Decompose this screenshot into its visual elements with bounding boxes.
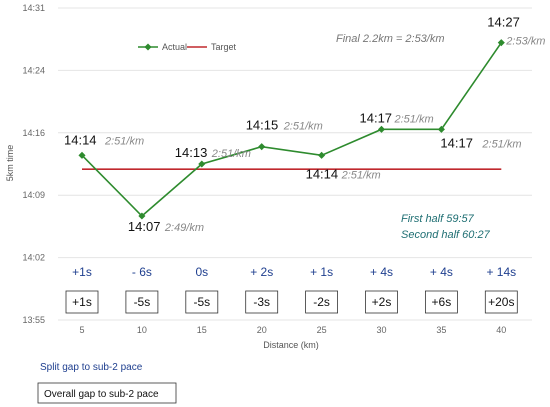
overall-gap-box <box>245 290 279 314</box>
y-tick-label: 14:16 <box>22 128 45 138</box>
x-tick-label: 40 <box>496 325 506 335</box>
overall-gap: -2s <box>313 295 330 309</box>
overall-gap: -5s <box>134 295 151 309</box>
time-label: 14:17 <box>360 110 393 125</box>
y-axis-title: 5km time <box>5 145 15 182</box>
axes: 13:55 14:02 14:09 14:16 14:24 14:31 5 10 15 20 25 3… <box>22 3 506 335</box>
actual-point <box>377 125 386 133</box>
actual-point <box>318 151 326 159</box>
x-tick-label: 35 <box>436 325 446 335</box>
overall-gap-box <box>424 290 458 314</box>
overall-gap-legend: Overall gap to sub-2 pace <box>44 389 159 400</box>
actual-point <box>437 125 445 133</box>
overall-gap-box <box>365 290 398 314</box>
overall-gap-box <box>484 290 518 314</box>
y-tick-label: 14:09 <box>22 190 45 200</box>
legend-actual-label: Actual <box>162 42 187 52</box>
x-tick-label: 15 <box>197 325 207 335</box>
time-label: 14:15 <box>246 118 279 133</box>
overall-gap-box <box>185 290 219 314</box>
y-tick-label: 14:24 <box>22 65 45 75</box>
pace-label: 2:51/km <box>481 138 521 150</box>
x-tick-label: 20 <box>257 325 267 335</box>
overall-gap: -3s <box>253 295 270 309</box>
time-label: 14:27 <box>487 15 520 30</box>
time-label: 14:07 <box>128 219 161 234</box>
pace-label: 2:51/km <box>341 169 381 181</box>
pace-label: 2:51/km <box>104 135 144 147</box>
y-tick-label: 13:55 <box>22 315 45 325</box>
actual-point <box>78 151 86 159</box>
pace-label: 2:53/km <box>505 36 545 48</box>
time-label: 14:13 <box>175 145 208 160</box>
legend: Actual Target <box>138 42 237 52</box>
overall-gap: +1s <box>72 295 92 309</box>
legend-actual-marker <box>144 43 152 51</box>
first-half-annotation: First half 59:57 <box>401 213 475 225</box>
overall-gap-box <box>125 290 159 314</box>
split-gap-legend: Split gap to sub-2 pace <box>40 362 143 373</box>
split-gap: + 2s <box>250 265 273 279</box>
x-tick-label: 25 <box>317 325 327 335</box>
split-gap: - 6s <box>132 265 152 279</box>
x-tick-label: 10 <box>137 325 147 335</box>
actual-line <box>81 42 502 218</box>
second-half-annotation: Second half 60:27 <box>401 229 491 241</box>
split-gap: 0s <box>195 265 208 279</box>
overall-gap: -5s <box>193 295 210 309</box>
overall-gap-box <box>65 290 99 314</box>
split-gap: + 1s <box>310 265 333 279</box>
overall-gap: +2s <box>372 295 392 309</box>
gap-rows: +1s - 6s 0s + 2s + 1s + 4s + 4s + 14s +1s -5s -5s -… <box>65 265 518 314</box>
pace-label: 2:49/km <box>164 222 204 234</box>
final-annotation: Final 2.2km = 2:53/km <box>336 33 445 45</box>
legend-target-label: Target <box>211 42 237 52</box>
overall-gap: +20s <box>488 295 514 309</box>
time-label: 14:14 <box>306 166 339 181</box>
actual-point <box>258 143 266 151</box>
split-gap: + 14s <box>486 265 516 279</box>
actual-point <box>497 39 505 47</box>
pace-label: 2:51/km <box>394 113 434 125</box>
x-axis-title: Distance (km) <box>263 340 319 350</box>
actual-series <box>78 39 505 220</box>
actual-point <box>138 212 146 220</box>
split-gap: + 4s <box>370 265 393 279</box>
overall-gap-legend-box <box>37 382 177 404</box>
pace-label: 2:51/km <box>283 121 323 133</box>
y-tick-label: 14:02 <box>22 253 45 263</box>
split-gap: + 4s <box>430 265 453 279</box>
y-tick-label: 14:31 <box>22 3 45 13</box>
time-label: 14:17 <box>440 135 473 150</box>
grid-lines <box>58 7 532 321</box>
actual-point <box>198 160 206 168</box>
pace-label: 2:51/km <box>211 148 251 160</box>
overall-gap: +6s <box>432 295 452 309</box>
x-tick-label: 5 <box>79 325 84 335</box>
overall-gap-box <box>305 290 339 314</box>
split-gap: +1s <box>72 265 92 279</box>
x-tick-label: 30 <box>376 325 386 335</box>
time-label: 14:14 <box>64 132 97 147</box>
